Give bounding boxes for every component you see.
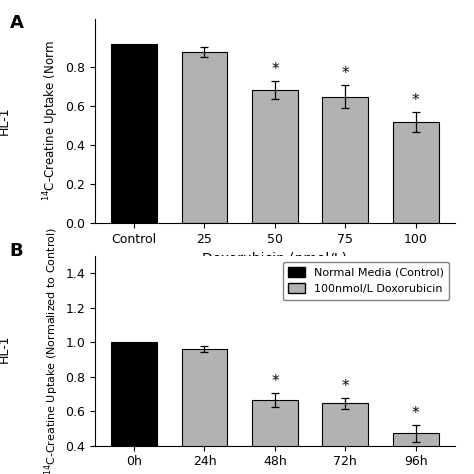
Text: *: *: [412, 406, 419, 420]
Text: HL-1: HL-1: [0, 334, 11, 363]
Text: *: *: [271, 374, 279, 389]
Y-axis label: $^{14}$C-Creatine Uptake (Normalized to Control): $^{14}$C-Creatine Uptake (Normalized to …: [42, 227, 61, 474]
Bar: [252, 90, 298, 223]
Text: *: *: [412, 93, 419, 108]
Bar: [322, 403, 368, 474]
Bar: [111, 44, 157, 223]
X-axis label: Doxorubicin (nmol/L): Doxorubicin (nmol/L): [202, 251, 347, 265]
Y-axis label: $^{14}$C-Creatine Uptake (Norm: $^{14}$C-Creatine Uptake (Norm: [41, 41, 61, 201]
Text: HL-1: HL-1: [0, 107, 11, 135]
Text: *: *: [342, 66, 349, 81]
Text: *: *: [342, 379, 349, 394]
Bar: [393, 434, 438, 474]
Bar: [393, 122, 438, 223]
Legend: Normal Media (Control), 100nmol/L Doxorubicin: Normal Media (Control), 100nmol/L Doxoru…: [283, 262, 449, 300]
Bar: [182, 349, 228, 474]
Bar: [182, 52, 228, 223]
Text: B: B: [9, 242, 23, 260]
Bar: [252, 400, 298, 474]
Bar: [111, 342, 157, 474]
Text: *: *: [271, 62, 279, 77]
Text: A: A: [9, 14, 23, 32]
Bar: [322, 97, 368, 223]
